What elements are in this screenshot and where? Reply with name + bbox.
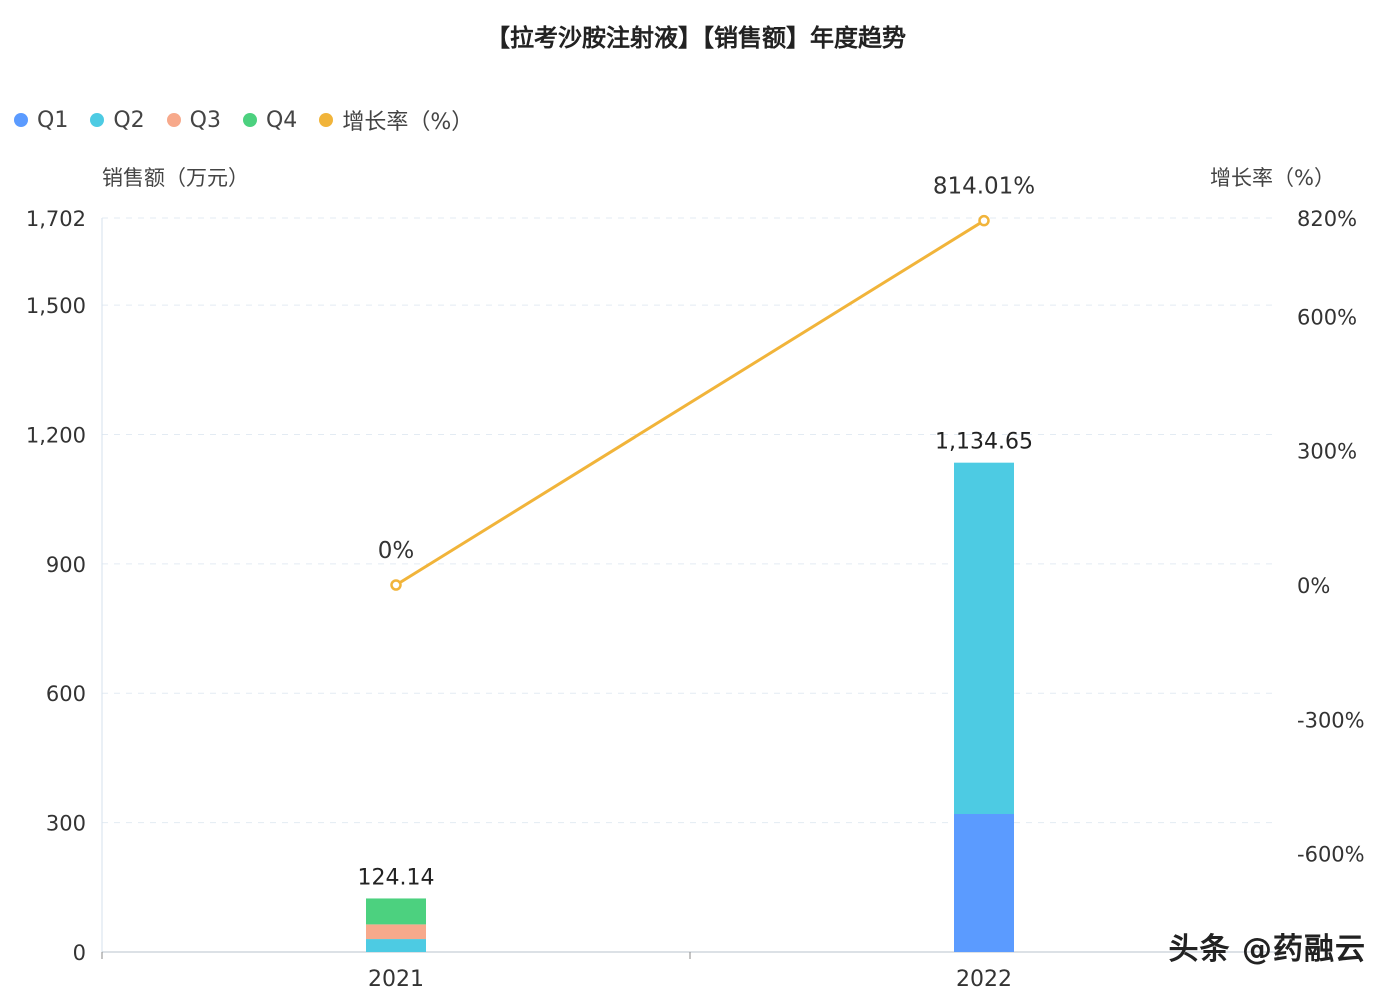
y-tick-label-left: 1,200 [26, 423, 86, 447]
y-tick-label-left: 1,500 [26, 294, 86, 318]
legend-item-growth[interactable]: 增长率（%） [319, 104, 473, 136]
legend-dot-icon [319, 113, 334, 127]
y-tick-label-left: 900 [46, 553, 86, 577]
growth-data-label: 814.01% [933, 174, 1035, 200]
y-axis-left-title: 销售额（万元） [102, 166, 249, 190]
legend-item-q2[interactable]: Q2 [90, 104, 145, 136]
y-tick-label-left: 600 [46, 682, 86, 706]
y-tick-label-right: 0% [1297, 574, 1330, 598]
growth-point [390, 579, 402, 591]
y-tick-label-right: 600% [1297, 305, 1357, 329]
growth-line [395, 219, 985, 587]
y-tick-label-right: -600% [1297, 843, 1365, 867]
growth-data-label: 0% [378, 538, 415, 564]
legend-dot-icon [242, 113, 257, 127]
x-tick-label: 2021 [368, 967, 424, 992]
legend-item-q3[interactable]: Q3 [166, 104, 221, 136]
bar-q2-2022 [954, 462, 1014, 814]
bar-q3-2021 [366, 924, 426, 940]
growth-point [978, 214, 990, 227]
total-data-label: 1,134.65 [935, 430, 1033, 455]
y-tick-label-left: 300 [46, 812, 86, 836]
bar-q4-2021 [366, 898, 426, 925]
chart-title: 【拉考沙胺注射液】【销售额】年度趋势 [486, 24, 906, 52]
x-tick-label: 2022 [956, 967, 1012, 992]
legend-label: 增长率（%） [342, 110, 474, 135]
legend-label: Q1 [37, 107, 69, 133]
legend-dot-icon [14, 113, 28, 127]
legend-label: Q4 [265, 107, 298, 133]
y-tick-label-right: -300% [1297, 708, 1365, 732]
y-axis-right-title: 增长率（%） [1210, 166, 1335, 190]
y-tick-label-right: 820% [1297, 207, 1357, 231]
total-data-label: 124.14 [358, 865, 435, 890]
legend-dot-icon [90, 113, 105, 127]
legend: Q1 Q2 Q3 Q4 增长率（%） [14, 104, 473, 136]
y-tick-label-left: 1,702 [26, 207, 86, 231]
y-tick-label-left: 0 [73, 941, 86, 965]
y-tick-label-right: 300% [1297, 440, 1357, 464]
legend-label: Q3 [189, 107, 221, 133]
watermark: 头条 @药融云 [1168, 932, 1366, 967]
legend-item-q4[interactable]: Q4 [242, 104, 298, 136]
legend-label: Q2 [113, 107, 145, 133]
bar-q1-2022 [954, 813, 1014, 952]
legend-item-q1[interactable]: Q1 [14, 104, 68, 136]
bar-q2-2021 [366, 939, 426, 952]
legend-dot-icon [166, 113, 181, 127]
